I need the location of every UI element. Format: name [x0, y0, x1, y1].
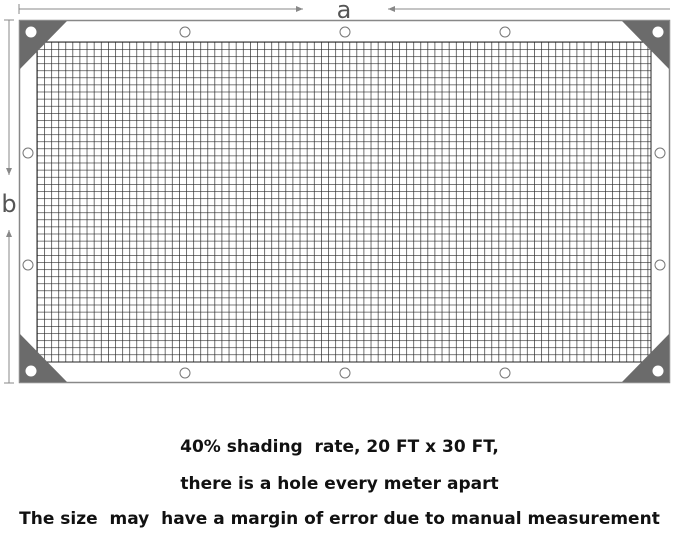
dimension-b-arrow: b — [1, 19, 17, 384]
edge-grommets — [22, 26, 666, 379]
dimension-b-label: b — [1, 190, 16, 218]
caption-margin-of-error: The size may have a margin of error due … — [19, 509, 660, 529]
shade-net-diagram: a b — [1, 0, 671, 384]
dimension-a-arrow: a — [18, 0, 670, 24]
mesh-grid — [37, 42, 651, 362]
caption-shading-rate: 40% shading rate, 20 FT x 30 FT, — [180, 437, 499, 457]
dimension-a-label: a — [337, 0, 352, 24]
caption-hole-spacing: there is a hole every meter apart — [180, 474, 499, 494]
corner-grommets — [25, 26, 664, 377]
